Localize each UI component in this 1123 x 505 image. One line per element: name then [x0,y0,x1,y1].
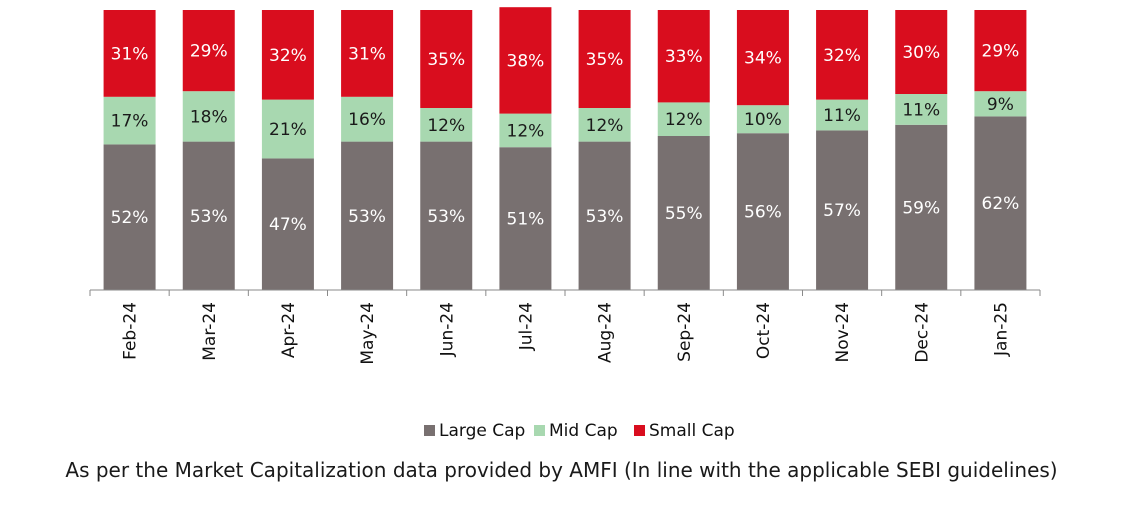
x-tick-label-jan-25: Jan-25 [991,302,1011,357]
data-label-large-cap-apr-24: 47% [269,215,307,235]
data-label-small-cap-may-24: 31% [348,44,386,64]
data-label-mid-cap-sep-24: 12% [665,110,703,130]
x-ticks-layer: Feb-24 Mar-24 Apr-24 May-24 Jun-24 Jul-24 Aug-… [89,290,1041,365]
bar-mid-cap-oct-24 [736,105,789,134]
bar-large-cap-oct-24 [736,133,789,290]
legend-label-small-cap: Small Cap [649,421,735,441]
data-label-large-cap-mar-24: 53% [190,207,228,227]
bar-large-cap-feb-24 [103,144,156,290]
bar-large-cap-nov-24 [816,130,869,290]
data-label-mid-cap-apr-24: 21% [269,120,307,140]
bar-mid-cap-may-24 [341,96,394,142]
data-label-small-cap-nov-24: 32% [823,46,861,66]
data-label-small-cap-aug-24: 35% [586,50,624,70]
bar-large-cap-aug-24 [578,141,631,290]
x-tick-label-jun-24: Jun-24 [437,302,457,357]
data-label-large-cap-jan-25: 62% [982,194,1020,214]
bar-small-cap-nov-24 [816,10,869,100]
x-tick-label-dec-24: Dec-24 [912,302,932,363]
bar-large-cap-jun-24 [420,141,473,290]
legend-swatch-large-cap [424,425,435,436]
data-label-mid-cap-nov-24: 11% [823,106,861,126]
data-label-mid-cap-jul-24: 12% [507,121,545,141]
bar-large-cap-jan-25 [974,116,1027,291]
data-label-mid-cap-aug-24: 12% [586,116,624,136]
data-label-small-cap-dec-24: 30% [902,43,940,63]
bar-small-cap-feb-24 [103,10,156,97]
bar-large-cap-may-24 [341,141,394,290]
bar-mid-cap-sep-24 [657,102,710,136]
x-tick-label-jul-24: Jul-24 [516,302,536,351]
bar-mid-cap-mar-24 [182,91,235,142]
x-tick-label-nov-24: Nov-24 [833,302,853,363]
bar-small-cap-jun-24 [420,10,473,108]
data-label-mid-cap-mar-24: 18% [190,107,228,127]
data-label-large-cap-nov-24: 57% [823,201,861,221]
data-label-mid-cap-jun-24: 12% [427,116,465,136]
legend: Large Cap Mid Cap Small Cap [424,421,735,441]
bar-small-cap-apr-24 [261,10,314,100]
data-label-small-cap-oct-24: 34% [744,49,782,69]
bar-small-cap-jul-24 [499,7,552,114]
bar-small-cap-dec-24 [895,10,948,94]
bar-small-cap-aug-24 [578,10,631,108]
data-label-large-cap-feb-24: 52% [111,208,149,228]
bar-large-cap-sep-24 [657,136,710,290]
data-label-large-cap-oct-24: 56% [744,203,782,223]
bars-layer [103,7,1027,291]
legend-label-large-cap: Large Cap [439,421,525,441]
data-label-small-cap-mar-24: 29% [190,42,228,62]
x-tick-label-aug-24: Aug-24 [596,302,616,363]
x-tick-label-may-24: May-24 [358,302,378,365]
bar-large-cap-apr-24 [261,158,314,290]
data-label-mid-cap-may-24: 16% [348,110,386,130]
bar-small-cap-mar-24 [182,10,235,92]
bar-small-cap-sep-24 [657,10,710,103]
data-label-large-cap-sep-24: 55% [665,204,703,224]
data-label-large-cap-jun-24: 53% [427,207,465,227]
bar-mid-cap-jun-24 [420,108,473,142]
bar-mid-cap-aug-24 [578,108,631,142]
data-label-small-cap-jun-24: 35% [427,50,465,70]
data-label-large-cap-aug-24: 53% [586,207,624,227]
bar-large-cap-mar-24 [182,141,235,290]
x-tick-label-apr-24: Apr-24 [279,302,299,358]
bar-small-cap-jan-25 [974,10,1027,92]
bar-large-cap-jul-24 [499,147,552,290]
x-tick-label-feb-24: Feb-24 [121,302,141,360]
data-label-small-cap-apr-24: 32% [269,46,307,66]
legend-swatch-mid-cap [534,425,545,436]
data-label-small-cap-feb-24: 31% [111,44,149,64]
legend-swatch-small-cap [634,425,645,436]
bar-mid-cap-jul-24 [499,113,552,148]
data-label-small-cap-jan-25: 29% [982,42,1020,62]
data-label-large-cap-dec-24: 59% [902,198,940,218]
data-label-mid-cap-jan-25: 9% [987,95,1014,115]
footnote: As per the Market Capitalization data pr… [65,458,1058,482]
data-label-mid-cap-dec-24: 11% [902,100,940,120]
data-label-mid-cap-feb-24: 17% [111,112,149,132]
bar-small-cap-may-24 [341,10,394,97]
bar-mid-cap-apr-24 [261,99,314,159]
data-labels-layer: 52% 17% 31% 53% 18% 29% 47% 21% 32% 53% 16% 31% 53% 1… [111,42,1020,236]
x-tick-label-sep-24: Sep-24 [675,302,695,362]
x-tick-label-oct-24: Oct-24 [754,302,774,359]
data-label-small-cap-jul-24: 38% [507,51,545,71]
bar-mid-cap-jan-25 [974,91,1027,117]
bar-small-cap-oct-24 [736,10,789,106]
bar-large-cap-dec-24 [895,124,948,290]
data-label-large-cap-may-24: 53% [348,207,386,227]
data-label-small-cap-sep-24: 33% [665,47,703,67]
bar-mid-cap-feb-24 [103,96,156,145]
bar-mid-cap-dec-24 [895,94,948,125]
legend-label-mid-cap: Mid Cap [549,421,618,441]
bar-mid-cap-nov-24 [816,99,869,131]
x-tick-label-mar-24: Mar-24 [200,302,220,361]
data-label-large-cap-jul-24: 51% [507,210,545,230]
data-label-mid-cap-oct-24: 10% [744,110,782,130]
